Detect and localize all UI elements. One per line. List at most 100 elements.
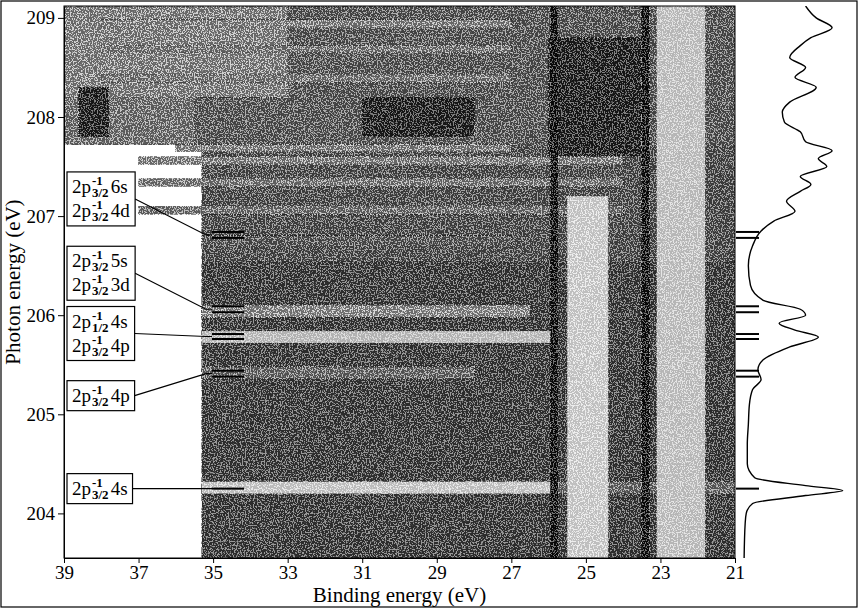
label-hole: 2p bbox=[72, 335, 91, 356]
resonance-mark bbox=[212, 237, 244, 239]
label-box bbox=[67, 172, 135, 226]
y-tick-label: 209 bbox=[27, 7, 56, 28]
y-tick-label: 206 bbox=[27, 305, 56, 326]
resonance-mark bbox=[212, 231, 244, 233]
x-tick-label: 21 bbox=[726, 562, 745, 583]
y-axis: 204205206207208209 bbox=[27, 7, 65, 559]
resonance-mark bbox=[212, 376, 244, 378]
figure: 39373533312927252321204205206207208209Bi… bbox=[0, 0, 859, 610]
label-hole: 2p bbox=[72, 200, 91, 221]
map-cell bbox=[362, 97, 474, 137]
leader-line bbox=[135, 199, 212, 235]
label-j: 3/2 bbox=[92, 209, 109, 224]
resonance-labels: 2p-13/26s2p-13/24d2p-13/25s2p-13/23d2p-1… bbox=[67, 172, 759, 504]
resonance-mark bbox=[212, 311, 244, 313]
resonance-mark-panel bbox=[736, 237, 759, 239]
x-tick-label: 25 bbox=[577, 562, 596, 583]
resonance-mark bbox=[212, 338, 244, 340]
label-orbital: 4d bbox=[111, 200, 131, 221]
cell-texture bbox=[567, 196, 608, 558]
label-hole: 2p bbox=[72, 274, 91, 295]
label-hole: 2p bbox=[72, 385, 91, 406]
label-hole: 2p bbox=[72, 311, 91, 332]
label-j: 3/2 bbox=[92, 394, 109, 409]
label-orbital: 6s bbox=[111, 176, 128, 197]
leader-line bbox=[133, 488, 212, 489]
x-tick: 35 bbox=[204, 558, 223, 583]
leader-line bbox=[135, 273, 212, 309]
cell-texture bbox=[101, 20, 511, 28]
resonance-group: 2p-13/24s bbox=[67, 474, 759, 504]
x-tick-label: 31 bbox=[353, 562, 372, 583]
label-j: 3/2 bbox=[92, 283, 109, 298]
y-axis-title: Photon energy (eV) bbox=[1, 199, 25, 364]
cell-texture bbox=[101, 46, 511, 53]
map-cell bbox=[657, 6, 705, 558]
map-cells bbox=[64, 6, 735, 558]
cell-texture bbox=[202, 261, 735, 558]
label-orbital: 4s bbox=[111, 478, 128, 499]
plot-frame bbox=[64, 6, 735, 558]
y-tick-mark bbox=[58, 513, 64, 514]
resonance-mark bbox=[212, 305, 244, 307]
resonance-mark-panel bbox=[736, 305, 759, 307]
cell-texture bbox=[657, 6, 705, 558]
spectrum-panel bbox=[744, 6, 843, 558]
resonance-mark-panel bbox=[736, 231, 759, 233]
resonance-group: 2p-13/24p bbox=[67, 371, 759, 411]
y-tick-label: 205 bbox=[27, 404, 56, 425]
cell-texture bbox=[176, 145, 512, 152]
label-box bbox=[67, 474, 133, 504]
map-cell bbox=[101, 74, 511, 82]
label-orbital: 4p bbox=[111, 385, 130, 406]
cell-texture bbox=[202, 331, 556, 343]
y-tick-mark bbox=[58, 18, 64, 19]
map-cell bbox=[176, 145, 512, 152]
label-hole: 2p bbox=[72, 250, 91, 271]
x-tick: 29 bbox=[428, 558, 447, 583]
cell-texture bbox=[202, 305, 530, 317]
cell-texture bbox=[202, 236, 511, 246]
resonance-mark-panel bbox=[736, 311, 759, 313]
leader-line bbox=[135, 334, 212, 337]
y-tick: 204 bbox=[27, 503, 65, 524]
map-cell bbox=[567, 196, 608, 558]
y-tick-mark bbox=[58, 117, 64, 118]
cell-texture bbox=[362, 97, 474, 137]
y-tick-label: 204 bbox=[27, 503, 56, 524]
leader-line bbox=[135, 374, 212, 396]
x-tick-label: 39 bbox=[55, 562, 74, 583]
y-tick-mark bbox=[58, 315, 64, 316]
map-cell bbox=[101, 20, 511, 28]
label-box bbox=[67, 381, 135, 411]
resonance-mark-panel bbox=[736, 488, 759, 490]
y-tick: 208 bbox=[27, 107, 65, 128]
map-cell bbox=[202, 482, 552, 494]
map-cell bbox=[202, 305, 530, 317]
x-tick-label: 33 bbox=[279, 562, 298, 583]
x-axis: 39373533312927252321 bbox=[55, 558, 745, 583]
map-cell bbox=[101, 46, 511, 53]
map-cell bbox=[79, 87, 109, 137]
cell-texture bbox=[101, 74, 511, 82]
x-tick-label: 35 bbox=[204, 562, 223, 583]
y-tick: 205 bbox=[27, 404, 65, 425]
label-box bbox=[67, 246, 135, 300]
resonance-mark bbox=[212, 333, 244, 335]
resonance-mark bbox=[212, 370, 244, 372]
map-cell bbox=[202, 261, 735, 558]
x-tick: 37 bbox=[130, 558, 149, 583]
map-cell bbox=[202, 367, 474, 379]
map-cell bbox=[549, 38, 642, 157]
x-tick: 25 bbox=[577, 558, 596, 583]
x-axis-line bbox=[65, 558, 736, 559]
cell-texture bbox=[642, 6, 649, 558]
map-cell bbox=[202, 331, 556, 343]
map-cell bbox=[202, 236, 511, 246]
resonance-mark bbox=[212, 488, 244, 490]
label-orbital: 3d bbox=[111, 274, 131, 295]
cell-texture bbox=[202, 367, 474, 379]
x-tick-label: 23 bbox=[651, 562, 670, 583]
resonance-mark-panel bbox=[736, 338, 759, 340]
y-axis-line bbox=[64, 7, 65, 559]
